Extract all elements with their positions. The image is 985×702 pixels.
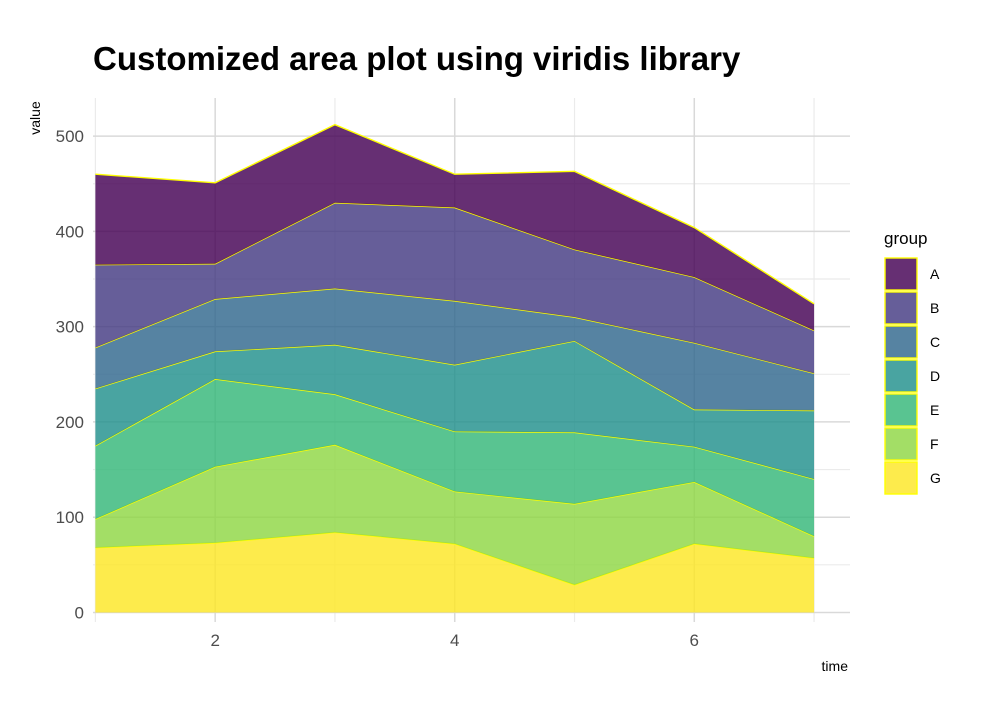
- y-tick-label: 300: [56, 318, 84, 337]
- x-tick-label: 2: [210, 631, 219, 650]
- area-series: [95, 123, 815, 613]
- area-C: [95, 288, 815, 411]
- legend-key-C: [884, 325, 918, 359]
- legend-key-D: [884, 359, 918, 393]
- chart-title: Customized area plot using viridis libra…: [93, 40, 741, 77]
- area-outline-A: [95, 123, 815, 305]
- area-E: [95, 379, 815, 537]
- legend: group A B C D E F G: [884, 229, 941, 495]
- x-axis-label: time: [822, 658, 849, 674]
- legend-label-A: A: [930, 266, 940, 282]
- legend-title: group: [884, 229, 927, 248]
- legend-label-G: G: [930, 470, 941, 486]
- legend-key-B: [884, 291, 918, 325]
- legend-label-E: E: [930, 402, 939, 418]
- legend-key-A: [884, 257, 918, 291]
- y-tick-label: 0: [75, 603, 84, 622]
- legend-key-G: [884, 461, 918, 495]
- area-G: [95, 532, 815, 613]
- x-tick-label: 4: [450, 631, 459, 650]
- legend-key-E: [884, 393, 918, 427]
- legend-label-B: B: [930, 300, 939, 316]
- legend-label-D: D: [930, 368, 940, 384]
- x-tick-label: 6: [690, 631, 699, 650]
- y-tick-label: 200: [56, 413, 84, 432]
- y-tick-label: 400: [56, 222, 84, 241]
- axes: 0 100 200 300 400 500 2 4 6: [56, 127, 699, 650]
- legend-label-F: F: [930, 436, 939, 452]
- area-A: [95, 124, 815, 331]
- y-tick-label: 500: [56, 127, 84, 146]
- y-axis-label: value: [27, 101, 43, 135]
- legend-key-F: [884, 427, 918, 461]
- area-F: [95, 444, 815, 585]
- legend-label-C: C: [930, 334, 940, 350]
- y-tick-label: 100: [56, 508, 84, 527]
- area-B: [95, 202, 815, 374]
